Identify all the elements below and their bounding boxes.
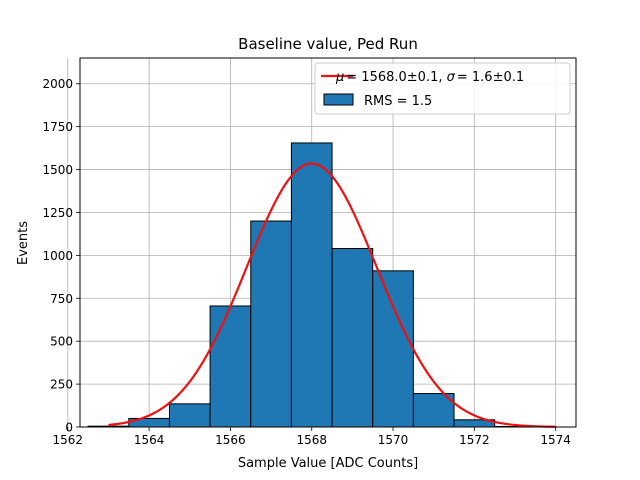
legend-sigma-symbol: σ bbox=[447, 70, 456, 85]
y-tick-label: 2000 bbox=[42, 77, 73, 91]
legend-mu-symbol: μ bbox=[335, 70, 344, 85]
y-tick-label: 1500 bbox=[42, 163, 73, 177]
x-tick-label: 1562 bbox=[53, 433, 84, 447]
histogram-bar bbox=[331, 248, 374, 428]
histogram-bars bbox=[87, 142, 536, 428]
legend-sigma-value: = 1.6±0.1 bbox=[457, 70, 524, 85]
y-tick-label: 1250 bbox=[42, 206, 73, 220]
histogram-bar bbox=[209, 305, 252, 428]
y-tick-label: 1000 bbox=[42, 249, 73, 263]
y-tick-label: 250 bbox=[50, 378, 73, 392]
y-tick-label: 0 bbox=[65, 421, 73, 435]
y-axis-label: Events bbox=[16, 221, 31, 265]
x-tick-label: 1572 bbox=[459, 433, 490, 447]
x-tick-label: 1566 bbox=[215, 433, 246, 447]
y-tick-label: 500 bbox=[50, 335, 73, 349]
chart-title: Baseline value, Ped Run bbox=[238, 35, 418, 53]
plot-frame bbox=[79, 57, 577, 428]
legend-fit-label: μ = 1568.0±0.1, σ = 1.6±0.1 bbox=[335, 70, 524, 85]
histogram-bar bbox=[372, 270, 414, 428]
y-tick-label: 750 bbox=[50, 292, 73, 306]
gaussian-fit-curve bbox=[108, 162, 556, 428]
legend-bar-swatch bbox=[323, 93, 354, 106]
legend: μ = 1568.0±0.1, σ = 1.6±0.1 RMS = 1.5 bbox=[314, 62, 571, 115]
x-tick-label: 1574 bbox=[540, 433, 571, 447]
legend-mu-value: = 1568.0±0.1, bbox=[346, 70, 446, 85]
histogram-bar bbox=[250, 220, 292, 428]
legend-bar-label: RMS = 1.5 bbox=[364, 94, 432, 109]
histogram-bar bbox=[168, 403, 211, 428]
histogram-bar bbox=[412, 393, 455, 428]
x-axis-label: Sample Value [ADC Counts] bbox=[238, 456, 418, 471]
x-tick-label: 1568 bbox=[296, 433, 327, 447]
histogram-bar bbox=[290, 142, 333, 428]
x-tick-label: 1564 bbox=[134, 433, 165, 447]
x-tick-label: 1570 bbox=[378, 433, 409, 447]
x-axis-ticks: 1562 1564 1566 1568 1570 1572 1574 bbox=[53, 427, 571, 447]
legend-box bbox=[314, 62, 571, 115]
y-axis-ticks: 0 250 500 750 1000 1250 1500 1750 2000 bbox=[42, 77, 80, 435]
y-tick-label: 1750 bbox=[42, 120, 73, 134]
